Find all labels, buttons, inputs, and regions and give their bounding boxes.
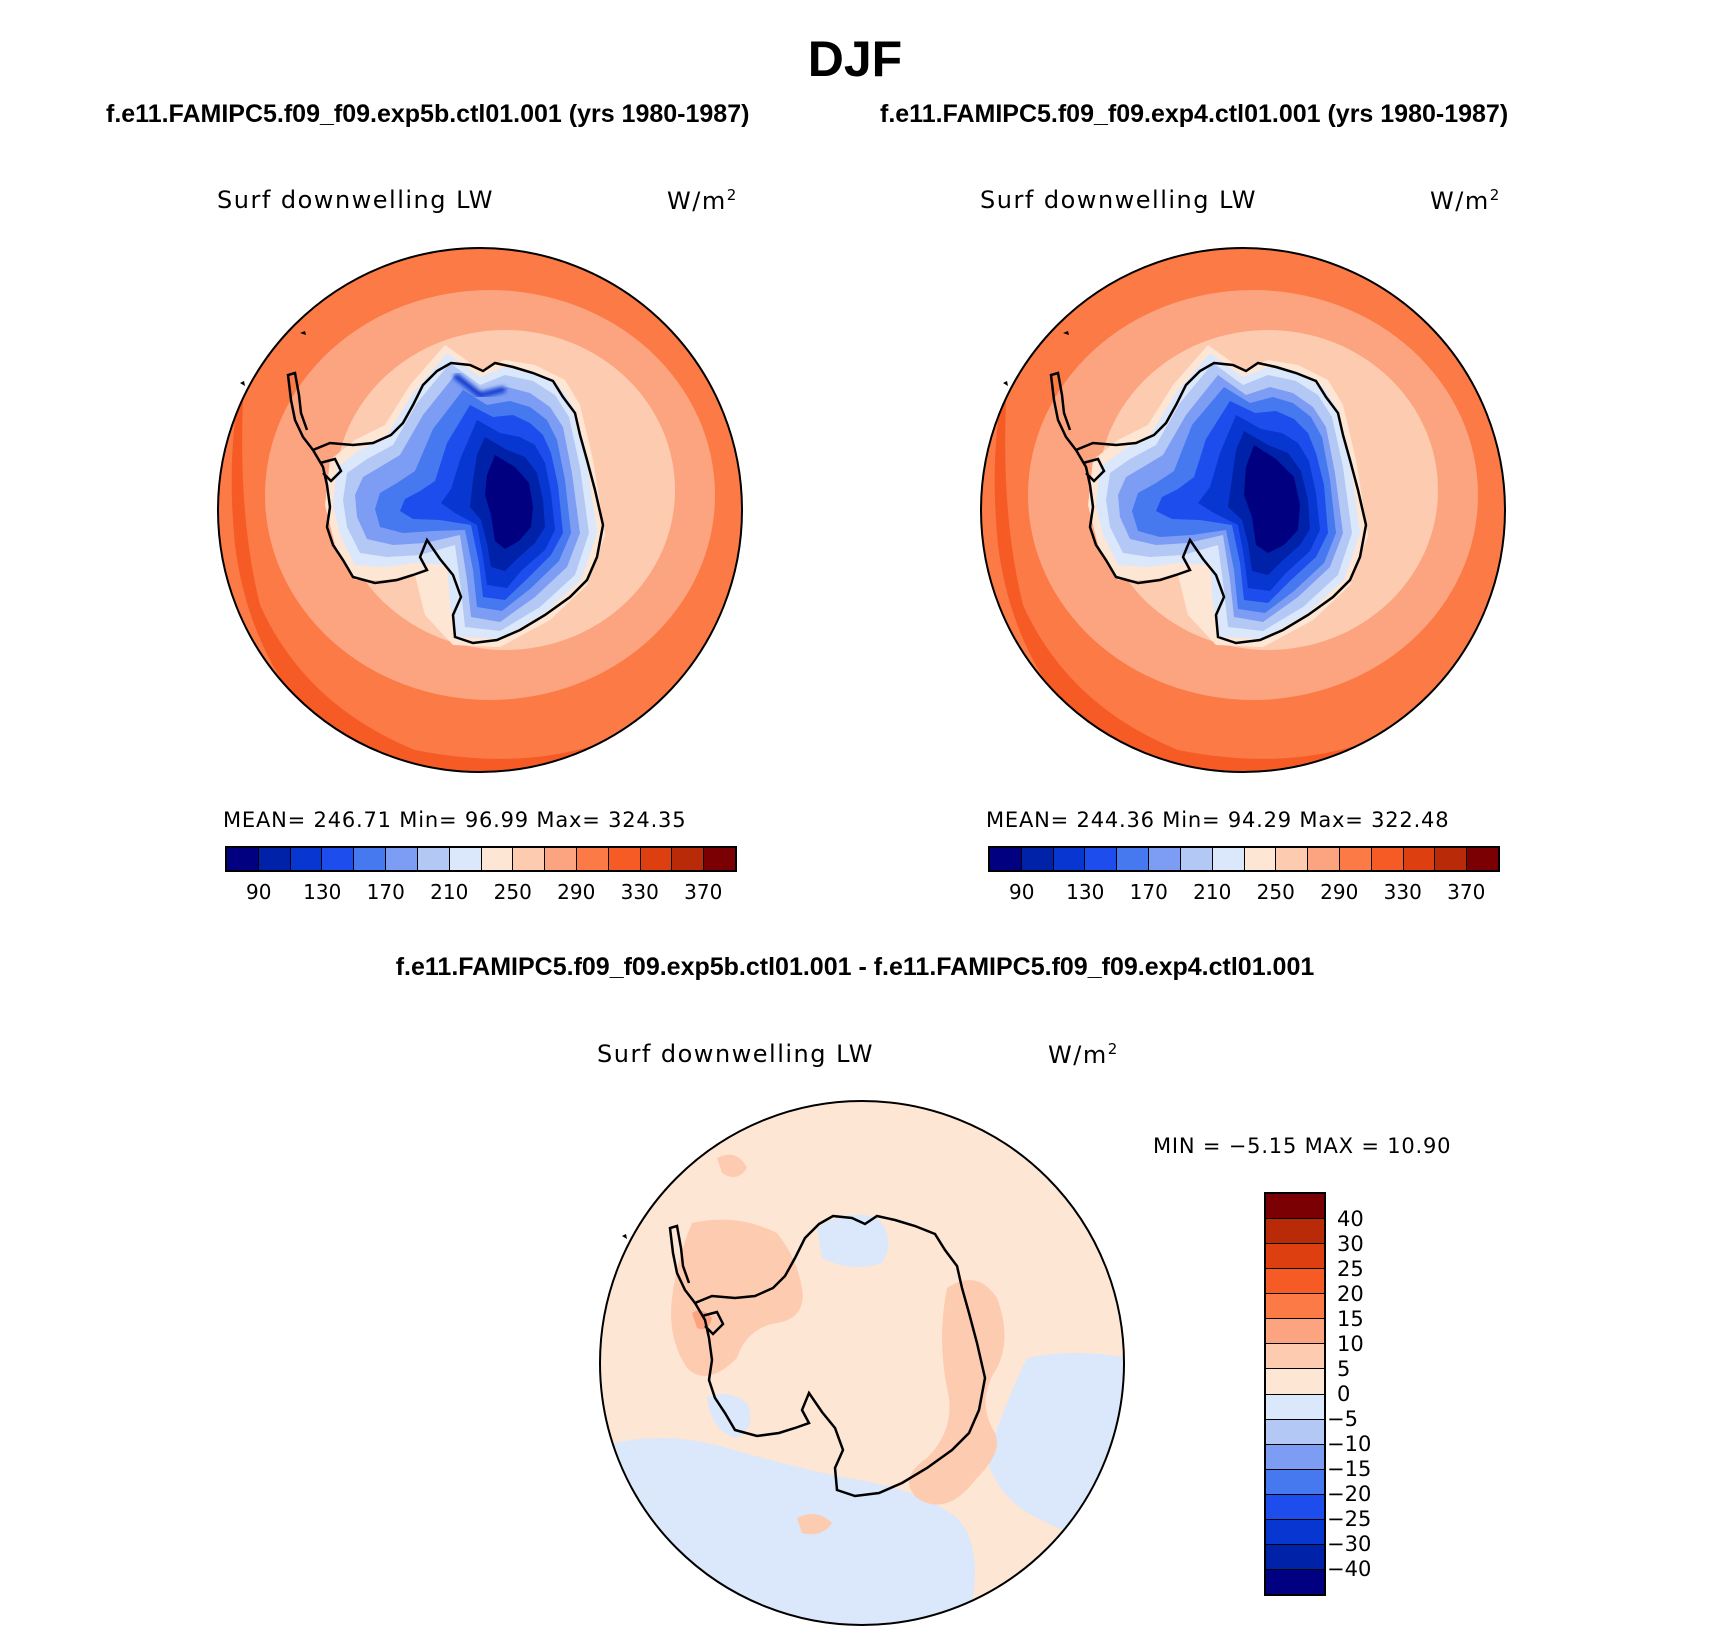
colorbar-tick-label: −40 [1327, 1557, 1372, 1581]
case-title-right: f.e11.FAMIPC5.f09_f09.exp4.ctl01.001 (yr… [880, 100, 1509, 128]
colorbar-tick-label: 370 [1447, 880, 1486, 904]
units-label-right: W/m2 [1430, 186, 1501, 215]
colorbar-swatch [354, 848, 387, 870]
colorbar-swatch [449, 848, 482, 870]
colorbar-difference [1264, 1192, 1326, 1596]
figure-title: DJF [807, 31, 903, 87]
colorbar-tick-label: 330 [1383, 880, 1422, 904]
colorbar-tick-label: 330 [620, 880, 659, 904]
colorbar-swatch [1266, 1294, 1324, 1320]
colorbar-swatch [258, 848, 291, 870]
colorbar-swatch [1053, 848, 1086, 870]
colorbar-swatch [1212, 848, 1245, 870]
colorbar-swatch [1266, 1519, 1324, 1545]
colorbar-swatch [1266, 1544, 1324, 1570]
colorbar-swatch [1149, 848, 1181, 870]
colorbar-tick-label: −20 [1327, 1482, 1372, 1506]
colorbar-swatch [513, 848, 546, 870]
colorbar-swatch [640, 848, 673, 870]
polar-map-right [980, 247, 1506, 773]
colorbar-tick-label: 250 [1256, 880, 1295, 904]
colorbar-swatch [704, 848, 735, 870]
variable-label-left: Surf downwelling LW [217, 186, 495, 214]
colorbar-tick-label: −10 [1327, 1432, 1372, 1456]
colorbar-tick-label: 90 [246, 880, 272, 904]
polar-map-difference [599, 1100, 1125, 1626]
colorbar-swatch [1266, 1319, 1324, 1345]
colorbar-tick-label: 10 [1337, 1332, 1364, 1356]
colorbar-tick-label: 210 [1193, 880, 1232, 904]
colorbar-tick-label: 30 [1337, 1232, 1364, 1256]
colorbar-swatch [1266, 1344, 1324, 1370]
colorbar-tick-label: 210 [430, 880, 469, 904]
colorbar-swatch [1266, 1244, 1324, 1270]
colorbar-tick-label: 170 [366, 880, 405, 904]
colorbar-tick-label: 15 [1337, 1307, 1364, 1331]
colorbar-swatch [1266, 1269, 1324, 1295]
stats-right: MEAN= 244.36 Min= 94.29 Max= 322.48 [986, 808, 1450, 832]
colorbar-tick-label: −15 [1327, 1457, 1372, 1481]
colorbar-tick-label: 25 [1337, 1257, 1364, 1281]
colorbar-swatch [1266, 1369, 1324, 1395]
colorbar-swatch [990, 848, 1022, 870]
colorbar-swatch [386, 848, 418, 870]
colorbar-tick-label: 370 [684, 880, 723, 904]
colorbar-tick-label: −5 [1327, 1407, 1358, 1431]
colorbar-swatch [322, 848, 355, 870]
colorbar-swatch [1266, 1494, 1324, 1520]
colorbar-swatch [1435, 848, 1468, 870]
stats-left: MEAN= 246.71 Min= 96.99 Max= 324.35 [223, 808, 687, 832]
colorbar-swatch [1276, 848, 1309, 870]
colorbar-swatch [481, 848, 514, 870]
colorbar-right [988, 846, 1500, 872]
colorbar-tick-label: 290 [557, 880, 596, 904]
colorbar-swatch [1266, 1419, 1324, 1445]
colorbar-tick-label: 290 [1320, 880, 1359, 904]
colorbar-swatch [227, 848, 259, 870]
difference-title: f.e11.FAMIPC5.f09_f09.exp5b.ctl01.001 - … [395, 953, 1315, 981]
colorbar-swatch [672, 848, 705, 870]
colorbar-swatch [1266, 1444, 1324, 1470]
colorbar-tick-label: 130 [1066, 880, 1105, 904]
colorbar-swatch [1467, 848, 1498, 870]
colorbar-swatch [290, 848, 323, 870]
units-label-diff: W/m2 [1048, 1040, 1119, 1069]
colorbar-swatch [1266, 1219, 1324, 1245]
colorbar-swatch [1266, 1569, 1324, 1594]
colorbar-tick-label: 250 [493, 880, 532, 904]
variable-label-right: Surf downwelling LW [980, 186, 1258, 214]
colorbar-tick-label: 20 [1337, 1282, 1364, 1306]
units-label-left: W/m2 [667, 186, 738, 215]
stats-diff: MIN = −5.15 MAX = 10.90 [1153, 1134, 1452, 1158]
colorbar-swatch [417, 848, 450, 870]
colorbar-tick-label: 40 [1337, 1207, 1364, 1231]
colorbar-tick-label: 130 [303, 880, 342, 904]
colorbar-swatch [1266, 1469, 1324, 1495]
colorbar-swatch [1085, 848, 1118, 870]
colorbar-swatch [1266, 1194, 1324, 1220]
colorbar-swatch [576, 848, 609, 870]
colorbar-swatch [1021, 848, 1054, 870]
polar-map-left [217, 247, 743, 773]
colorbar-swatch [1339, 848, 1372, 870]
colorbar-tick-label: 170 [1129, 880, 1168, 904]
variable-label-diff: Surf downwelling LW [597, 1040, 875, 1068]
colorbar-swatch [1117, 848, 1150, 870]
colorbar-swatch [1266, 1394, 1324, 1420]
colorbar-swatch [1371, 848, 1404, 870]
colorbar-swatch [1244, 848, 1277, 870]
colorbar-left [225, 846, 737, 872]
colorbar-swatch [1308, 848, 1340, 870]
colorbar-swatch [1403, 848, 1436, 870]
colorbar-tick-label: 0 [1337, 1382, 1351, 1406]
colorbar-tick-label: 5 [1337, 1357, 1351, 1381]
colorbar-swatch [545, 848, 577, 870]
colorbar-tick-label: −25 [1327, 1507, 1372, 1531]
colorbar-swatch [608, 848, 641, 870]
colorbar-swatch [1180, 848, 1213, 870]
case-title-left: f.e11.FAMIPC5.f09_f09.exp5b.ctl01.001 (y… [106, 100, 750, 128]
colorbar-tick-label: −30 [1327, 1532, 1372, 1556]
colorbar-tick-label: 90 [1009, 880, 1035, 904]
